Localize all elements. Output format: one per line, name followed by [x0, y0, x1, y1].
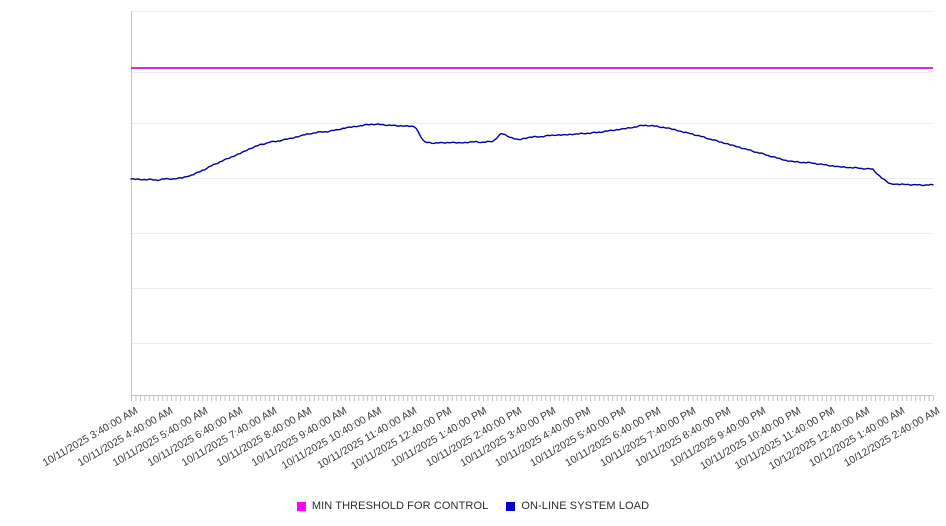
legend-swatch-magenta: [296, 501, 306, 511]
legend-item-on-line-system-load[interactable]: ON-LINE SYSTEM LOAD: [506, 500, 649, 512]
x-axis-ticks: [131, 396, 934, 401]
legend-swatch-blue: [506, 501, 516, 511]
legend-item-min-threshold-for-control[interactable]: MIN THRESHOLD FOR CONTROL: [296, 500, 489, 512]
legend-label: MIN THRESHOLD FOR CONTROL: [311, 500, 489, 512]
legend-label: ON-LINE SYSTEM LOAD: [521, 500, 650, 512]
series-line-on-line-system-load: [130, 123, 934, 187]
grid-lines: [131, 11, 933, 344]
chart-legend: MIN THRESHOLD FOR CONTROL ON-LINE SYSTEM…: [0, 496, 946, 516]
